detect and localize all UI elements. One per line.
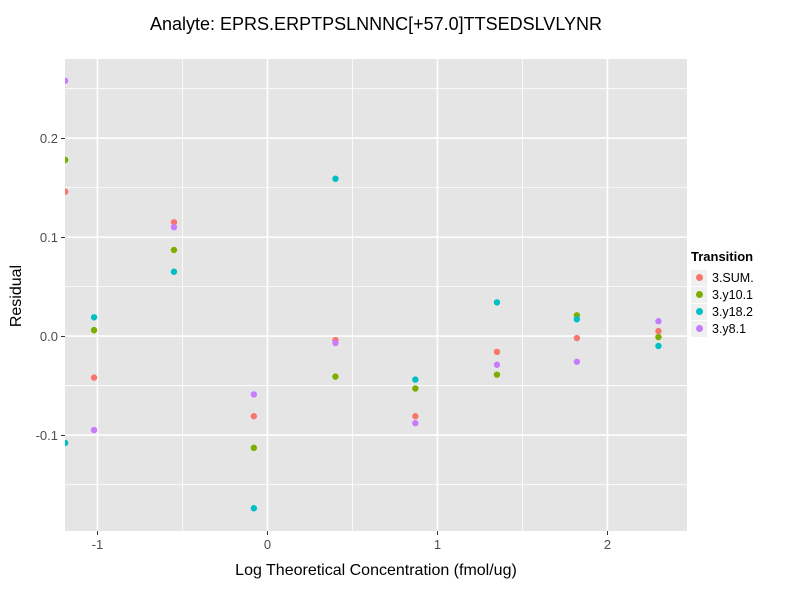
legend-title: Transition (691, 249, 754, 264)
y-tick-mark (61, 435, 65, 437)
data-point-3.y10.1 (655, 333, 662, 341)
x-tick-label: 0 (263, 537, 272, 552)
legend-swatch-dot (695, 291, 703, 298)
data-point-3.y10.1 (90, 326, 98, 334)
legend-item-label: 3.y18.2 (712, 304, 754, 319)
legend-item-label: 3.SUM. (712, 270, 754, 285)
legend-item-label: 3.y10.1 (712, 287, 754, 302)
data-point-3.y18.2 (412, 376, 419, 383)
x-tick-mark (97, 531, 99, 535)
data-point-3.y18.2 (170, 268, 178, 275)
data-point-3.SUM. (65, 188, 69, 195)
data-point-3.y8.1 (493, 361, 501, 368)
plot-panel (65, 59, 687, 531)
legend-item: 3.SUM. (691, 269, 754, 286)
data-point-3.y8.1 (65, 77, 69, 84)
data-point-3.SUM. (250, 413, 258, 420)
x-tick-label: -1 (91, 537, 104, 552)
data-point-3.y8.1 (90, 426, 98, 434)
data-point-3.SUM. (573, 334, 581, 342)
data-point-3.SUM. (170, 219, 178, 226)
data-point-3.SUM. (90, 374, 98, 381)
y-tick-label: 0.2 (39, 131, 58, 147)
data-point-3.y18.2 (65, 439, 69, 447)
legend-key (691, 320, 707, 337)
data-point-3.y18.2 (573, 316, 581, 323)
y-tick-mark (61, 336, 65, 338)
legend-item-label: 3.y8.1 (712, 321, 747, 336)
data-point-3.SUM. (493, 348, 501, 356)
legend-item: 3.y10.1 (691, 286, 754, 303)
y-tick-label: 0.1 (39, 230, 58, 246)
data-point-3.y8.1 (170, 224, 178, 231)
x-tick-mark (267, 531, 269, 535)
data-point-3.y18.2 (250, 505, 258, 512)
legend-key (691, 269, 707, 286)
data-point-3.y10.1 (250, 444, 258, 452)
legend-items: 3.SUM. 3.y10.1 3.y18.2 3.y8.1 (691, 269, 754, 337)
legend-item: 3.y18.2 (691, 303, 754, 320)
data-point-3.y8.1 (655, 318, 662, 325)
data-point-3.y18.2 (655, 342, 662, 350)
data-point-3.y18.2 (493, 299, 501, 306)
data-point-3.SUM. (412, 413, 419, 420)
y-tick-label: -0.1 (35, 428, 58, 444)
legend-key (691, 303, 707, 320)
legend-swatch-dot (695, 325, 703, 332)
legend-swatch-dot (695, 274, 703, 281)
scatter-plot-area (65, 59, 687, 531)
x-tick-label: 1 (433, 537, 442, 552)
data-point-3.y10.1 (332, 373, 339, 380)
y-tick-label: 0.0 (39, 329, 58, 345)
legend-key (691, 286, 707, 303)
data-point-3.y18.2 (90, 314, 98, 321)
legend-item: 3.y8.1 (691, 320, 754, 337)
x-tick-mark (607, 531, 609, 535)
data-point-3.y8.1 (332, 339, 339, 347)
data-point-3.y10.1 (493, 371, 501, 378)
y-tick-mark (61, 237, 65, 239)
data-point-3.y8.1 (412, 419, 419, 427)
data-point-3.y10.1 (412, 385, 419, 392)
data-point-3.y18.2 (332, 175, 339, 182)
y-tick-mark (61, 138, 65, 140)
legend: Transition 3.SUM. 3.y10.1 3.y18.2 3.y8.1 (691, 249, 754, 337)
x-tick-label: 2 (603, 537, 612, 552)
plot-title: Analyte: EPRS.ERPTPSLNNNC[+57.0]TTSEDSLV… (150, 14, 602, 34)
data-point-3.y10.1 (170, 246, 178, 254)
x-tick-mark (437, 531, 439, 535)
data-point-3.SUM. (655, 327, 662, 335)
data-point-3.y8.1 (573, 358, 581, 365)
data-point-3.y10.1 (65, 156, 69, 164)
data-point-3.y8.1 (250, 391, 258, 398)
legend-swatch-dot (695, 308, 703, 315)
x-axis-label: Log Theoretical Concentration (fmol/ug) (235, 562, 517, 579)
